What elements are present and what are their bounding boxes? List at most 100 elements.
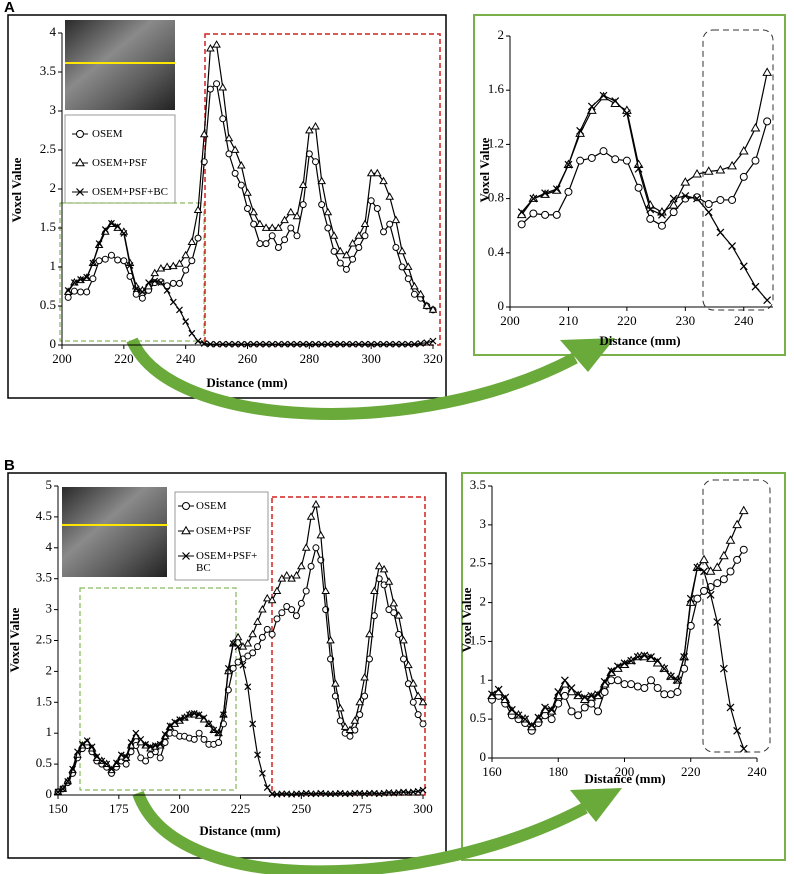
data-point bbox=[248, 629, 257, 638]
data-point bbox=[301, 543, 311, 551]
data-point bbox=[599, 147, 608, 156]
legend-marker bbox=[182, 552, 190, 560]
data-point bbox=[750, 122, 761, 132]
data-point bbox=[653, 656, 662, 665]
data-point bbox=[323, 207, 333, 216]
data-point bbox=[188, 329, 196, 337]
y-tick-label: 0 bbox=[50, 336, 57, 351]
data-point bbox=[385, 192, 395, 200]
data-point bbox=[680, 653, 689, 661]
data-point bbox=[719, 575, 728, 584]
data-point bbox=[726, 703, 735, 712]
data-point bbox=[391, 215, 401, 224]
data-point bbox=[126, 262, 134, 269]
y-tick-label: 2 bbox=[498, 27, 505, 42]
data-point bbox=[611, 155, 620, 164]
data-point bbox=[175, 279, 183, 287]
data-point bbox=[692, 169, 702, 178]
y-tick-label: 1.2 bbox=[488, 135, 504, 150]
data-point bbox=[541, 703, 549, 712]
data-point bbox=[693, 594, 702, 603]
data-point bbox=[397, 246, 407, 255]
data-point bbox=[132, 285, 140, 293]
data-point bbox=[668, 200, 679, 209]
data-point bbox=[613, 676, 622, 685]
data-point bbox=[576, 126, 585, 135]
data-point bbox=[274, 340, 282, 348]
data-point bbox=[206, 340, 214, 348]
data-point bbox=[64, 777, 72, 785]
data-point bbox=[660, 690, 669, 699]
data-point bbox=[529, 209, 538, 218]
data-point bbox=[316, 530, 326, 539]
data-point bbox=[244, 652, 252, 660]
ct-thumbnail bbox=[62, 487, 167, 577]
data-point bbox=[386, 220, 394, 228]
data-point bbox=[330, 247, 338, 255]
data-point bbox=[293, 790, 300, 798]
data-point bbox=[380, 228, 388, 236]
data-point bbox=[331, 679, 340, 687]
data-point bbox=[373, 340, 381, 348]
data-point bbox=[176, 716, 184, 724]
data-point bbox=[117, 751, 125, 759]
data-point bbox=[580, 703, 589, 712]
panel-label: A bbox=[4, 0, 15, 16]
data-point bbox=[501, 693, 510, 702]
data-point bbox=[253, 617, 262, 625]
y-tick-label: 3.5 bbox=[40, 63, 56, 78]
data-point bbox=[262, 340, 270, 348]
legend-label: OSEM+PSF bbox=[92, 157, 148, 169]
x-tick-label: 320 bbox=[423, 351, 443, 366]
data-point bbox=[311, 121, 320, 130]
data-point bbox=[114, 256, 122, 264]
data-point bbox=[54, 788, 62, 796]
data-point bbox=[342, 250, 351, 259]
series-line bbox=[521, 94, 768, 301]
data-point bbox=[267, 595, 277, 604]
data-point bbox=[560, 691, 569, 700]
y-tick-label: 3.5 bbox=[36, 570, 52, 585]
data-point bbox=[176, 306, 183, 314]
y-axis-label: Voxel Value bbox=[459, 587, 474, 652]
arrow bbox=[132, 790, 588, 874]
data-point bbox=[327, 790, 334, 798]
data-point bbox=[587, 102, 596, 111]
data-point bbox=[132, 290, 140, 298]
data-point bbox=[704, 208, 713, 217]
data-point bbox=[739, 545, 748, 554]
x-tick-label: 150 bbox=[48, 801, 68, 816]
y-tick-label: 0.5 bbox=[40, 297, 56, 312]
panel-frame bbox=[473, 14, 786, 356]
data-point bbox=[237, 340, 245, 348]
data-point bbox=[146, 751, 154, 759]
data-point bbox=[348, 238, 357, 247]
data-point bbox=[312, 544, 320, 552]
data-point bbox=[700, 586, 708, 595]
x-tick-label: 160 bbox=[482, 764, 502, 779]
data-point bbox=[390, 609, 398, 617]
data-point bbox=[335, 246, 345, 255]
data-point bbox=[147, 743, 154, 751]
data-point bbox=[268, 232, 276, 240]
legend-marker bbox=[182, 502, 190, 510]
data-point bbox=[230, 145, 240, 153]
data-point bbox=[151, 742, 159, 749]
data-point bbox=[190, 709, 198, 717]
data-point bbox=[150, 268, 160, 277]
data-point bbox=[703, 166, 714, 175]
legend-label: OSEM bbox=[196, 500, 227, 512]
data-point bbox=[219, 340, 227, 348]
data-point bbox=[386, 340, 394, 348]
x-tick-label: 240 bbox=[176, 351, 196, 366]
x-tick-label: 220 bbox=[114, 351, 134, 366]
data-point bbox=[239, 661, 247, 669]
data-point bbox=[379, 176, 388, 185]
data-point bbox=[244, 340, 251, 348]
y-tick-label: 0.5 bbox=[470, 710, 486, 725]
x-tick-label: 180 bbox=[549, 764, 569, 779]
data-point bbox=[293, 232, 301, 240]
data-point bbox=[367, 197, 375, 205]
data-point bbox=[122, 760, 130, 768]
